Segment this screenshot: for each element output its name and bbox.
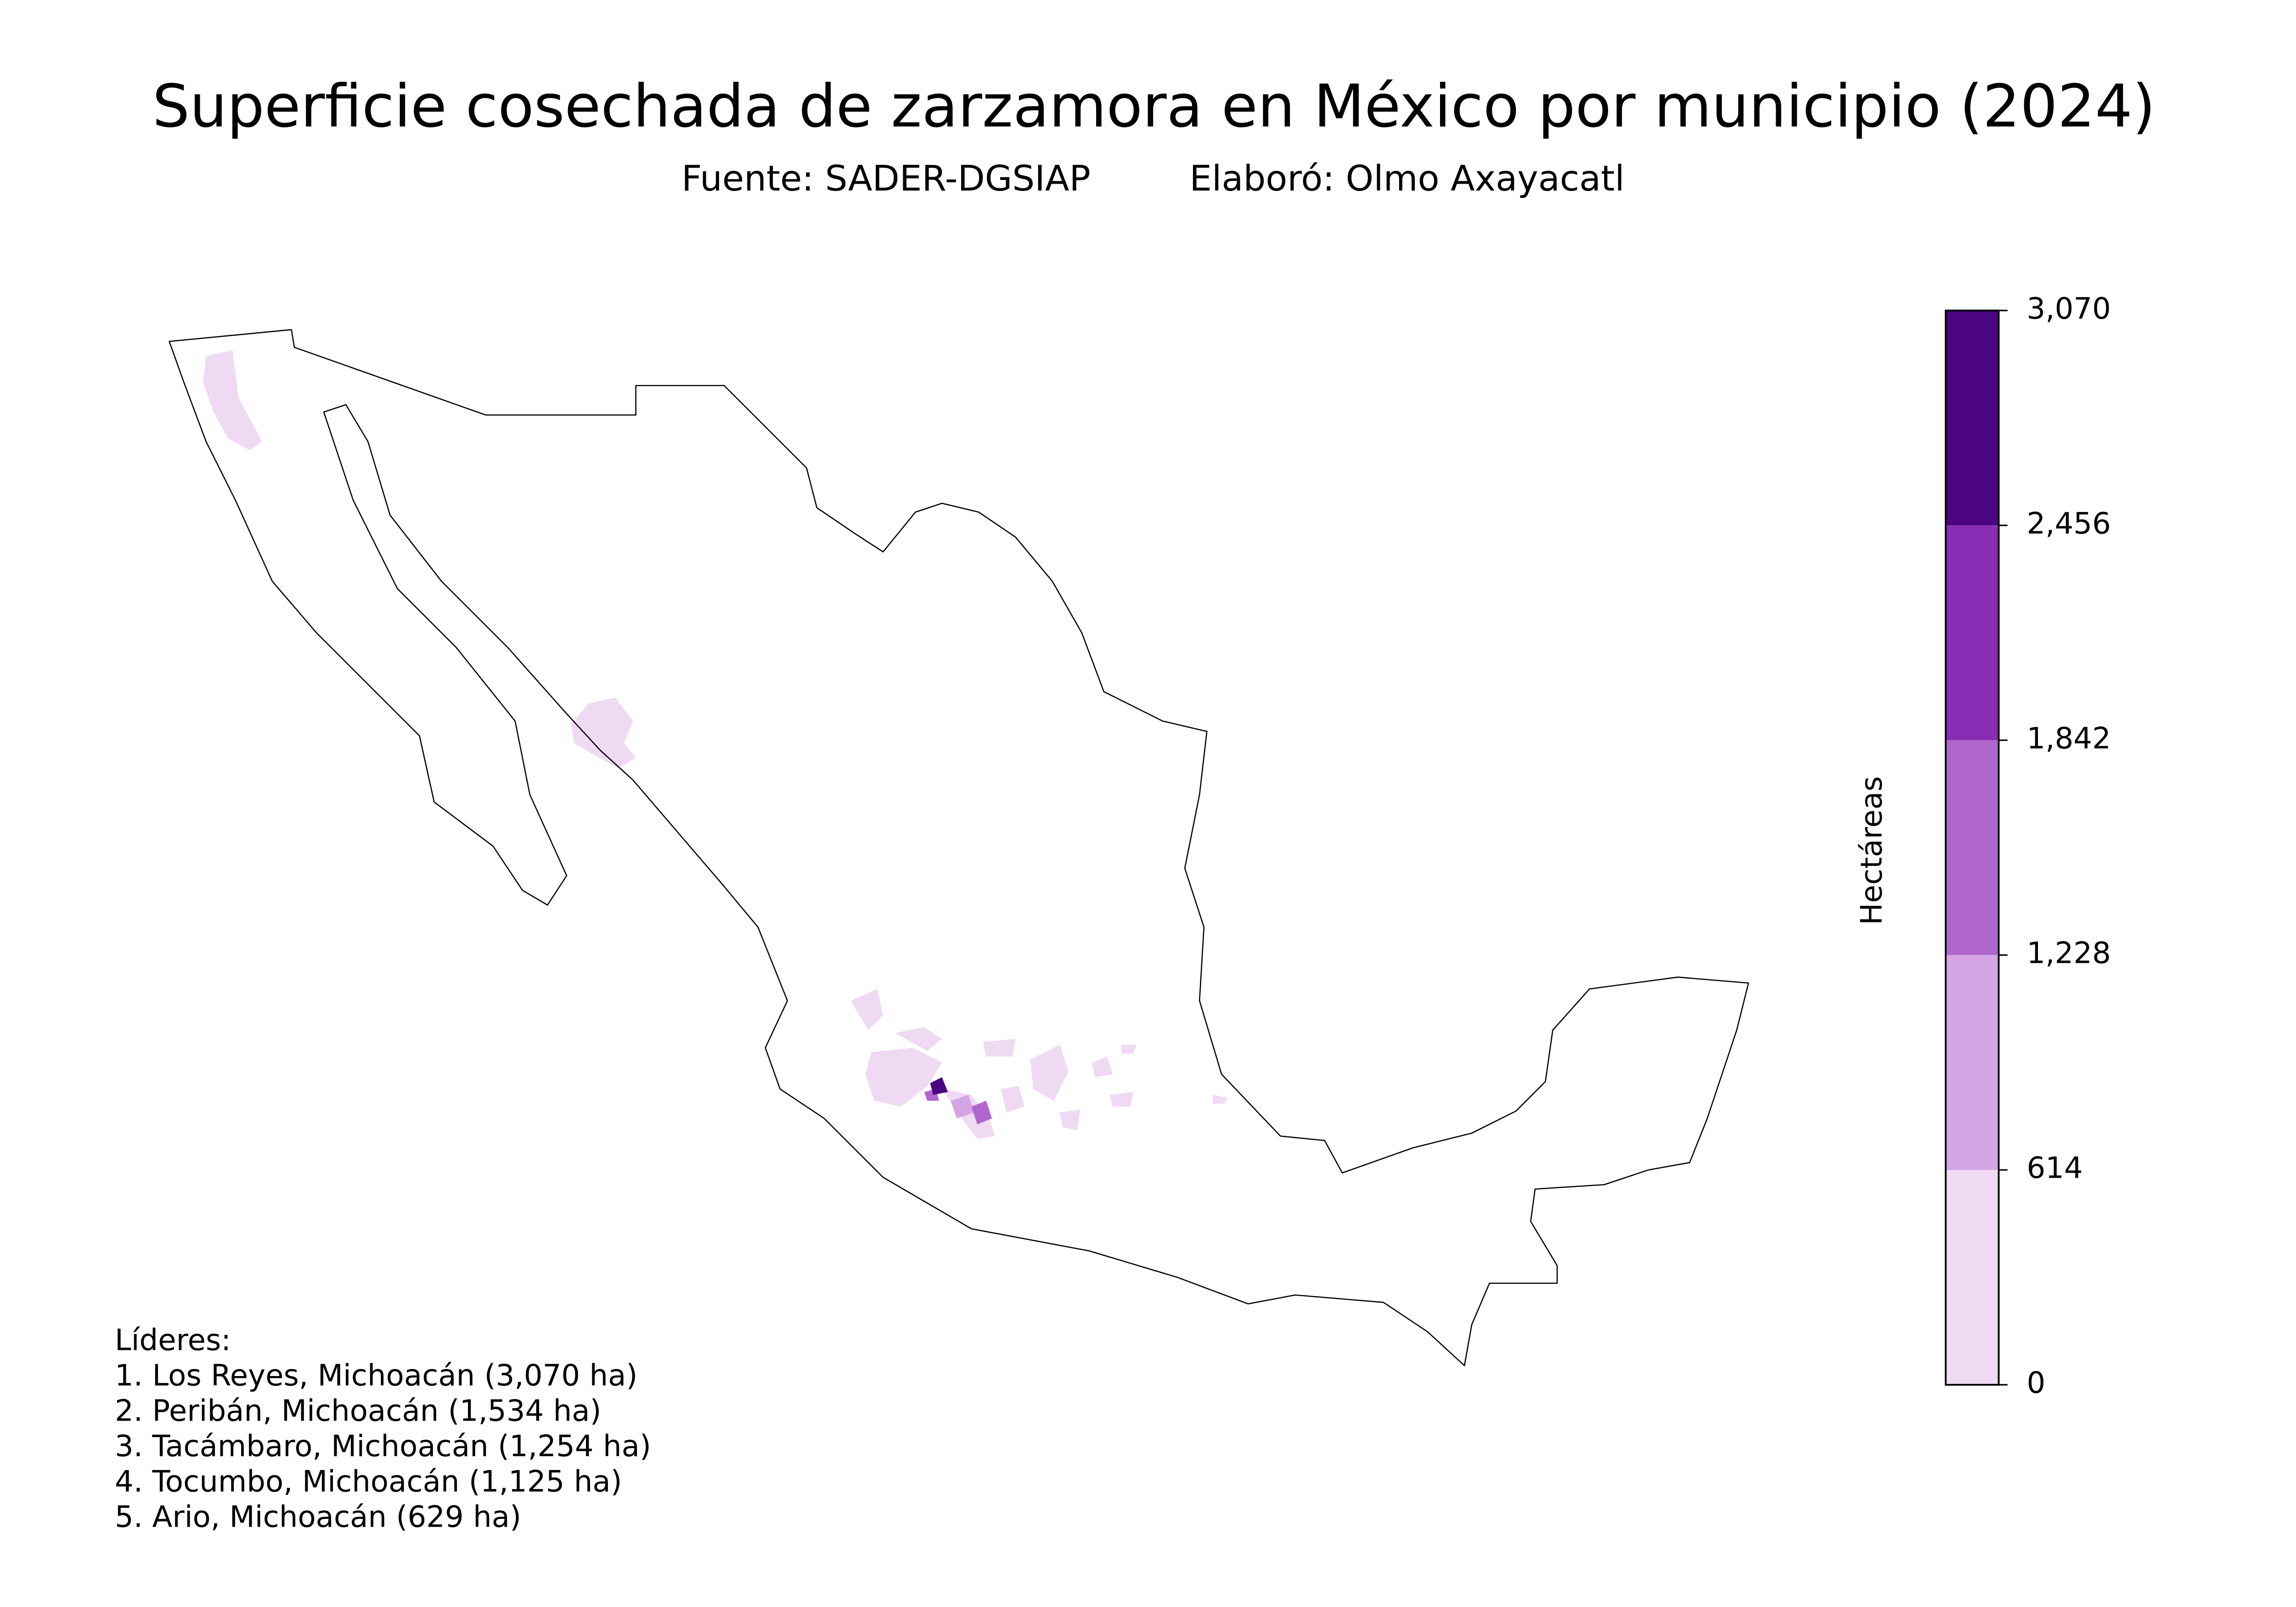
region [865, 1048, 942, 1107]
leader-item: 3. Tacámbaro, Michoacán (1,254 ha) [115, 1429, 651, 1463]
leader-item: 4. Tocumbo, Michoacán (1,125 ha) [115, 1465, 622, 1499]
map-title: Superficie cosechada de zarzamora en Méx… [152, 73, 2155, 141]
region [951, 1095, 974, 1118]
colorbar-label: Hectáreas [1855, 776, 1889, 925]
colorbar: 0 614 1,228 1,842 2,456 3,070 [1945, 292, 2111, 1400]
region [1092, 1056, 1113, 1078]
colorbar-bin [1946, 310, 1999, 526]
region [930, 1077, 948, 1095]
region [983, 1039, 1016, 1057]
author: Elaboró: Olmo Axayacatl [1189, 158, 1624, 199]
leader-item: 2. Peribán, Michoacán (1,534 ha) [115, 1394, 602, 1428]
colorbar-tick-label: 614 [2026, 1152, 2082, 1186]
colorbar-bin [1946, 525, 1999, 741]
regions [203, 350, 1228, 1139]
region [1001, 1086, 1024, 1113]
region [1213, 1095, 1228, 1104]
leaders: Líderes: 1. Los Reyes, Michoacán (3,070 … [115, 1324, 651, 1534]
leader-item: 1. Los Reyes, Michoacán (3,070 ha) [115, 1359, 637, 1393]
region [1030, 1045, 1069, 1101]
colorbar-bin [1946, 1170, 1999, 1385]
region [1109, 1092, 1133, 1107]
leaders-title: Líderes: [115, 1324, 231, 1358]
region [1121, 1045, 1137, 1054]
leader-item: 5. Ario, Michoacán (629 ha) [115, 1500, 521, 1534]
source: Fuente: SADER-DGSIAP [681, 158, 1091, 199]
colorbar-tick-label: 1,228 [2026, 937, 2111, 971]
country-outline [169, 329, 1749, 1366]
colorbar-tick-label: 3,070 [2026, 292, 2111, 326]
colorbar-tick-label: 0 [2026, 1366, 2045, 1400]
colorbar-tick-label: 2,456 [2026, 507, 2111, 541]
region [895, 1027, 942, 1051]
region [203, 350, 262, 450]
region [571, 697, 636, 769]
region [850, 989, 884, 1030]
colorbar-frame [1945, 309, 2000, 1386]
colorbar-tick-label: 1,842 [2026, 722, 2111, 756]
colorbar-bin [1946, 740, 1999, 955]
region [971, 1101, 992, 1124]
region [1059, 1109, 1080, 1130]
colorbar-bin [1946, 955, 1999, 1170]
